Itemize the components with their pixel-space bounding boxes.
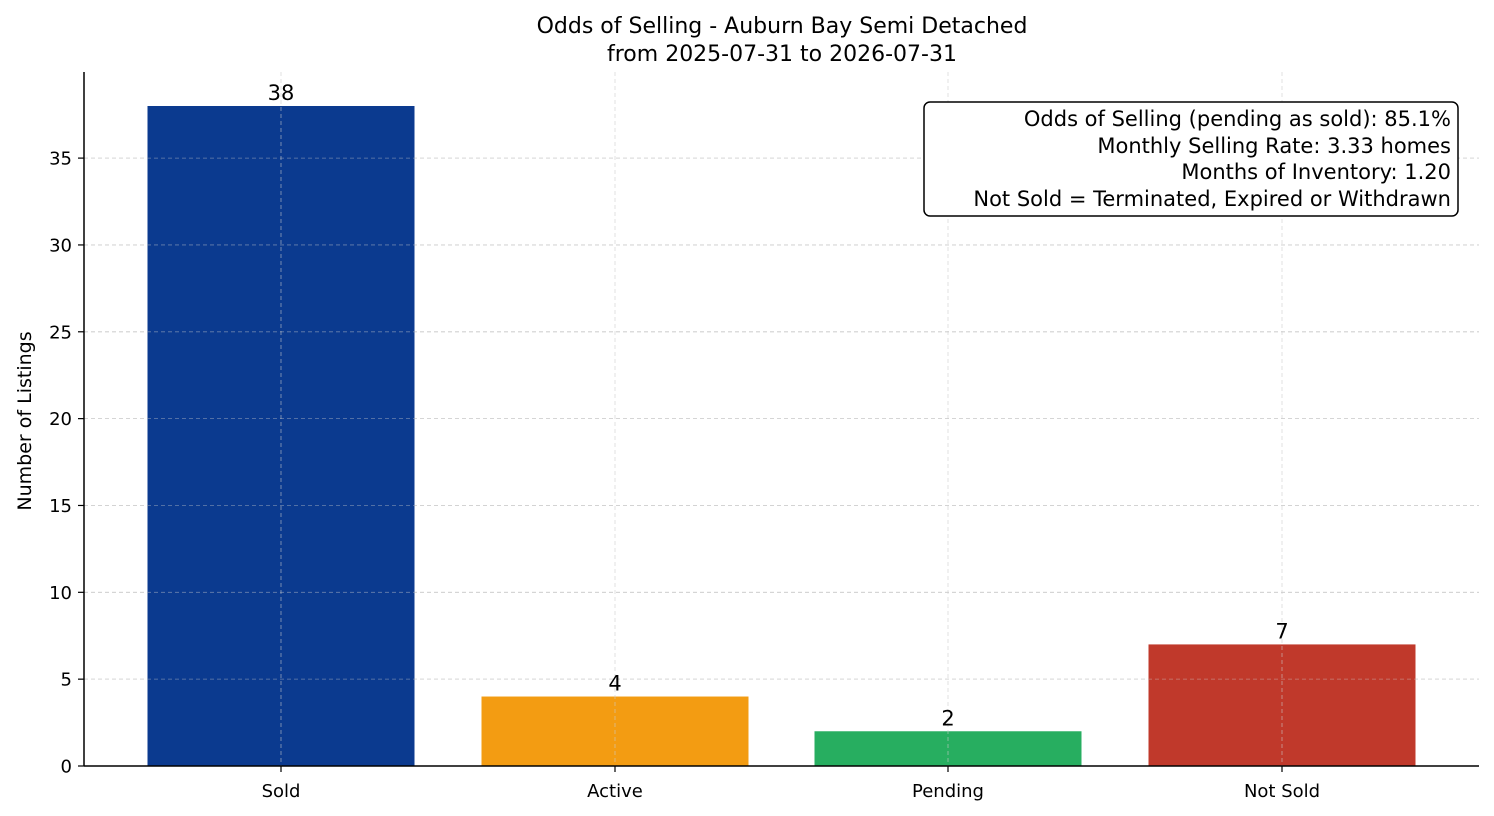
chart-subtitle: from 2025-07-31 to 2026-07-31 xyxy=(607,42,957,67)
y-tick-label: 35 xyxy=(49,149,72,170)
bar-value-label: 2 xyxy=(941,706,954,730)
y-tick-label: 15 xyxy=(49,496,72,517)
y-tick-label: 5 xyxy=(61,670,72,691)
y-tick-label: 25 xyxy=(49,322,72,343)
labels: 38 4 2 7 xyxy=(268,81,1289,730)
x-tick-label: Active xyxy=(587,781,643,802)
bar-value-label: 7 xyxy=(1275,619,1288,643)
y-tick-label: 0 xyxy=(61,757,72,778)
x-tick-label: Pending xyxy=(912,781,984,802)
bar-value-label: 4 xyxy=(608,672,621,696)
info-line-odds: Odds of Selling (pending as sold): 85.1% xyxy=(1024,107,1451,131)
info-line-note: Not Sold = Terminated, Expired or Withdr… xyxy=(973,187,1451,211)
x-tick-label: Sold xyxy=(262,781,301,802)
info-line-inventory: Months of Inventory: 1.20 xyxy=(1181,160,1451,184)
info-box: Odds of Selling (pending as sold): 85.1%… xyxy=(923,101,1459,217)
y-axis-label: Number of Listings xyxy=(14,331,36,510)
y-tick-label: 10 xyxy=(49,583,72,604)
axes: 0 5 10 15 20 25 30 35 Sold Active Pending Not Sold xyxy=(49,72,1479,802)
info-box-frame xyxy=(923,101,1459,217)
chart-title: Odds of Selling - Auburn Bay Semi Detach… xyxy=(537,14,1028,39)
y-tick-label: 30 xyxy=(49,235,72,256)
bar-value-label: 38 xyxy=(268,81,295,105)
y-tick-label: 20 xyxy=(49,409,72,430)
info-line-rate: Monthly Selling Rate: 3.33 homes xyxy=(1097,134,1451,158)
x-tick-label: Not Sold xyxy=(1244,781,1320,802)
